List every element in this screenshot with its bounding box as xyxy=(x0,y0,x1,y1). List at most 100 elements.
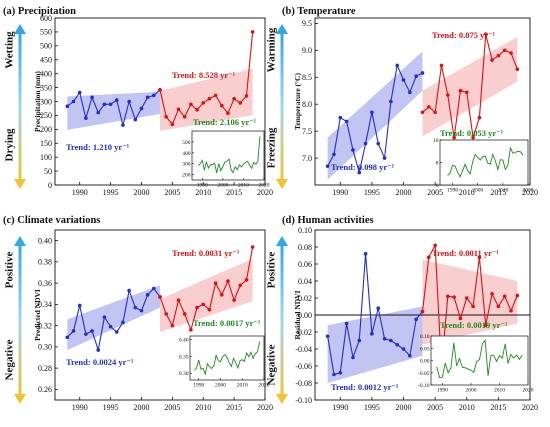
x-tick-label: 2020 xyxy=(522,403,538,412)
x-tick-label: 2015 xyxy=(226,403,242,412)
data-point xyxy=(232,96,236,101)
data-point xyxy=(357,338,362,343)
panel-title: (b) Temperature xyxy=(282,6,356,17)
data-point xyxy=(433,243,437,248)
data-point xyxy=(420,309,425,314)
data-point xyxy=(458,88,463,93)
data-point xyxy=(189,328,193,332)
data-point xyxy=(164,312,168,316)
data-point xyxy=(244,278,249,282)
data-point xyxy=(133,305,138,310)
data-point xyxy=(382,337,387,341)
data-point xyxy=(226,279,230,283)
y-tick-label: 0.04 xyxy=(298,277,312,286)
data-point xyxy=(108,102,113,107)
data-point xyxy=(509,51,513,55)
trend-label-1: Trend: 0.0024 yr⁻¹ xyxy=(66,357,134,367)
panel-title: (a) Precipitation xyxy=(3,6,76,17)
y-tick-label: 100 xyxy=(40,153,52,162)
data-point xyxy=(238,101,243,105)
y-tick-label: 0.40 xyxy=(38,236,52,245)
data-point xyxy=(182,312,187,316)
series-line-2 xyxy=(421,243,518,368)
y-tick-label: 7.0 xyxy=(302,154,312,163)
series-line-2 xyxy=(159,246,254,332)
data-point xyxy=(420,110,425,115)
y-tick-label: 0.38 xyxy=(38,258,52,267)
y-axis-label: Predicted NDVI xyxy=(33,289,42,341)
data-point xyxy=(170,122,175,127)
data-point xyxy=(213,93,218,98)
y-tick-label: 0.30 xyxy=(38,343,52,352)
data-point xyxy=(96,110,101,115)
data-point xyxy=(238,283,243,288)
data-point xyxy=(207,307,212,312)
data-point xyxy=(219,103,224,108)
axes-frame xyxy=(54,229,266,401)
top-label: Wetting xyxy=(4,31,16,69)
x-tick-label: 2015 xyxy=(226,188,242,197)
data-point xyxy=(344,321,349,326)
data-point xyxy=(351,355,355,360)
data-point xyxy=(325,164,330,168)
data-point xyxy=(496,304,501,309)
y-tick-label: 300 xyxy=(40,97,52,106)
inset-x-tick-label: 2010 xyxy=(238,183,249,189)
data-point xyxy=(452,135,456,140)
series-line-2 xyxy=(159,31,254,126)
data-point xyxy=(77,303,82,308)
y-axis-label: Temperature (°C) xyxy=(293,73,302,130)
inset-chart: -0.10 -0.05 0.00 0.05 0.10 1990 2000 2010 2020 xyxy=(418,334,534,394)
top-label: Warming xyxy=(266,27,278,72)
x-tick-label: 1995 xyxy=(103,188,119,197)
y-tick-label: 8.5 xyxy=(302,73,312,82)
inset-y-tick-label: 0.30 xyxy=(179,371,189,377)
data-point xyxy=(401,78,406,82)
data-point xyxy=(139,106,144,111)
y-tick-label: 250 xyxy=(40,111,52,120)
x-tick-label: 2020 xyxy=(257,188,273,197)
data-point xyxy=(338,115,343,120)
data-point xyxy=(363,252,368,256)
data-point xyxy=(471,304,475,309)
data-point xyxy=(127,99,131,104)
data-point xyxy=(244,94,249,98)
x-tick-label: 2010 xyxy=(195,403,211,412)
inset-x-tick-label: 2010 xyxy=(497,188,508,194)
panel-2: (b) Temperature Warming Freezing Temperatur… xyxy=(266,6,538,197)
inset-frame xyxy=(439,139,529,186)
data-point xyxy=(332,152,336,157)
data-point xyxy=(420,71,425,75)
data-point xyxy=(357,170,362,175)
data-point xyxy=(382,156,387,160)
inset-x-tick-label: 2000 xyxy=(465,388,476,394)
y-tick-label: 9.5 xyxy=(302,19,312,28)
confidence-band-1 xyxy=(67,285,160,351)
y-tick-label: 50 xyxy=(44,167,52,176)
series-line-1 xyxy=(66,287,161,351)
x-tick-label: 2010 xyxy=(459,403,475,412)
data-point xyxy=(250,30,255,34)
arrow-down-icon xyxy=(14,394,26,404)
x-tick-label: 2005 xyxy=(427,403,443,412)
bottom-label: Negative xyxy=(4,339,16,380)
inset-y-tick-label: -0.10 xyxy=(418,383,430,389)
data-point xyxy=(502,48,507,53)
x-tick-label: 2000 xyxy=(396,403,412,412)
data-point xyxy=(114,330,119,334)
data-point xyxy=(96,348,101,352)
data-point xyxy=(452,295,456,299)
x-tick-label: 2020 xyxy=(257,403,273,412)
axes-frame xyxy=(314,17,531,186)
inset-series-line xyxy=(447,146,524,178)
data-point xyxy=(170,323,175,328)
inset-y-tick-label: 200 xyxy=(182,173,191,179)
data-point xyxy=(414,74,418,78)
y-tick-label: -0.10 xyxy=(295,396,312,405)
data-point xyxy=(445,294,450,299)
y-tick-label: 0.00 xyxy=(298,311,312,320)
data-point xyxy=(445,93,450,97)
trend-label-1: Trend: 0.098 yr⁻¹ xyxy=(331,162,395,172)
x-tick-label: 2015 xyxy=(490,188,506,197)
y-tick-label: -0.02 xyxy=(295,328,312,337)
